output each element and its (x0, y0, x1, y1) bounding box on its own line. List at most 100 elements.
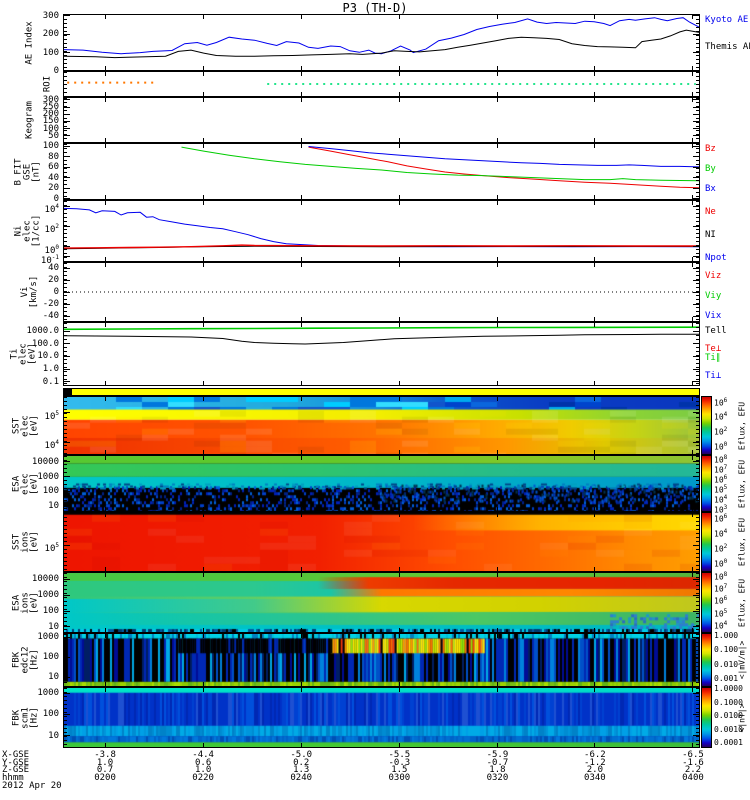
y-tick-mark (64, 198, 70, 199)
y-tick-label: 100.0 (31, 338, 59, 349)
axis-value: 1.0 (194, 765, 212, 775)
y-tick-mark (693, 177, 699, 178)
y-tick-mark (693, 343, 699, 344)
x-tick-mark (301, 456, 302, 460)
x-tick-mark (497, 138, 498, 142)
y-tick-label: 10.0 (37, 351, 59, 362)
y-tick-mark (64, 226, 70, 227)
x-tick-mark (203, 98, 204, 102)
minor-ticks-right (696, 397, 699, 454)
x-tick-mark (105, 263, 106, 267)
axis-value: 0240 (290, 773, 313, 783)
axis-value: 1.0 (96, 758, 114, 768)
y-tick-mark (64, 156, 70, 157)
y-tick-label: 105 (44, 542, 59, 554)
x-tick-mark (497, 507, 498, 511)
y-tick-label: 10000 (31, 456, 59, 467)
x-tick-mark (594, 92, 595, 96)
colorbar-tick-label: 104 (714, 411, 728, 423)
y-tick-label: 10 (48, 621, 59, 632)
x-tick-mark (399, 682, 400, 686)
fbk-edc12-colorbar (701, 633, 712, 687)
series-Tell (63, 333, 700, 345)
x-tick-mark (203, 507, 204, 511)
y-tick-mark (693, 146, 699, 147)
x-tick-mark (105, 72, 106, 76)
x-tick-mark (203, 682, 204, 686)
x-tick-mark (301, 15, 302, 19)
y-axis-label-sst-ions: SST ions [eV] (11, 531, 40, 553)
x-tick-mark (497, 144, 498, 148)
x-tick-mark (399, 450, 400, 454)
y-tick-mark (64, 735, 70, 736)
x-tick-mark (594, 682, 595, 686)
x-tick-mark (399, 144, 400, 148)
x-tick-mark (399, 628, 400, 632)
axis-value: -6.2 (584, 750, 606, 760)
x-tick-mark (692, 98, 693, 102)
y-tick-mark (64, 52, 70, 53)
keogram-panel (63, 97, 700, 143)
y-tick-mark (64, 304, 70, 305)
y-tick-mark (64, 99, 70, 100)
y-tick-mark (693, 304, 699, 305)
y-tick-label: -40 (42, 311, 59, 321)
x-tick-mark (692, 450, 693, 454)
y-tick-label: 100 (42, 141, 59, 152)
colorbar-unit-label: Eflux, EFU (737, 459, 747, 508)
density-lines (63, 207, 700, 250)
x-tick-mark (105, 201, 106, 205)
colorbar-tick-label: 105 (714, 484, 728, 495)
x-tick-mark (594, 323, 595, 327)
x-tick-mark (594, 317, 595, 321)
x-tick-mark (497, 92, 498, 96)
y-tick-mark (64, 114, 70, 115)
x-tick-mark (105, 743, 106, 747)
colorbar-tick-label: 108 (714, 453, 728, 465)
b-fit-gse-panel (63, 143, 700, 200)
minor-ticks-left (64, 98, 67, 142)
density-panel (63, 200, 700, 262)
esa-ions-spectrogram (64, 573, 699, 632)
x-tick-mark (594, 456, 595, 460)
y-tick-label: 1000 (37, 590, 59, 601)
y-tick-label: 100 (42, 123, 59, 134)
x-tick-mark (399, 66, 400, 70)
y-tick-mark (693, 114, 699, 115)
x-tick-mark (203, 323, 204, 327)
x-tick-mark (105, 397, 106, 401)
y-tick-mark (64, 268, 70, 269)
axis-value: -0.7 (486, 758, 509, 768)
axis-value: 1.8 (489, 765, 506, 775)
esa-electrons-panel (63, 455, 700, 512)
esa-electrons-spectrogram (64, 456, 699, 511)
y-tick-mark (64, 657, 70, 658)
x-tick-mark (203, 201, 204, 205)
x-tick-mark (399, 397, 400, 401)
x-tick-mark (399, 138, 400, 142)
x-tick-mark (399, 456, 400, 460)
x-tick-mark (692, 567, 693, 571)
esa-ions-panel (63, 572, 700, 633)
x-tick-mark (692, 138, 693, 142)
y-tick-mark (693, 34, 699, 35)
y-tick-label: 100 (42, 486, 59, 497)
axis-value: 2.0 (586, 765, 604, 775)
sst-ions-panel (63, 512, 700, 572)
y-tick-mark (693, 316, 699, 317)
x-tick-mark (203, 573, 204, 577)
legend-Viy: Viy (705, 291, 722, 301)
x-tick-mark (301, 682, 302, 686)
x-tick-mark (594, 381, 595, 385)
series-By (181, 146, 700, 182)
colorbar-unit-label: <|nT|> (737, 703, 747, 732)
x-tick-mark (301, 144, 302, 148)
x-tick-mark (497, 513, 498, 517)
x-tick-mark (497, 573, 498, 577)
x-tick-mark (203, 15, 204, 19)
y-tick-label: 300 (42, 94, 59, 105)
x-tick-mark (301, 201, 302, 205)
x-tick-mark (692, 573, 693, 577)
fbk-edc12-panel (63, 633, 700, 687)
